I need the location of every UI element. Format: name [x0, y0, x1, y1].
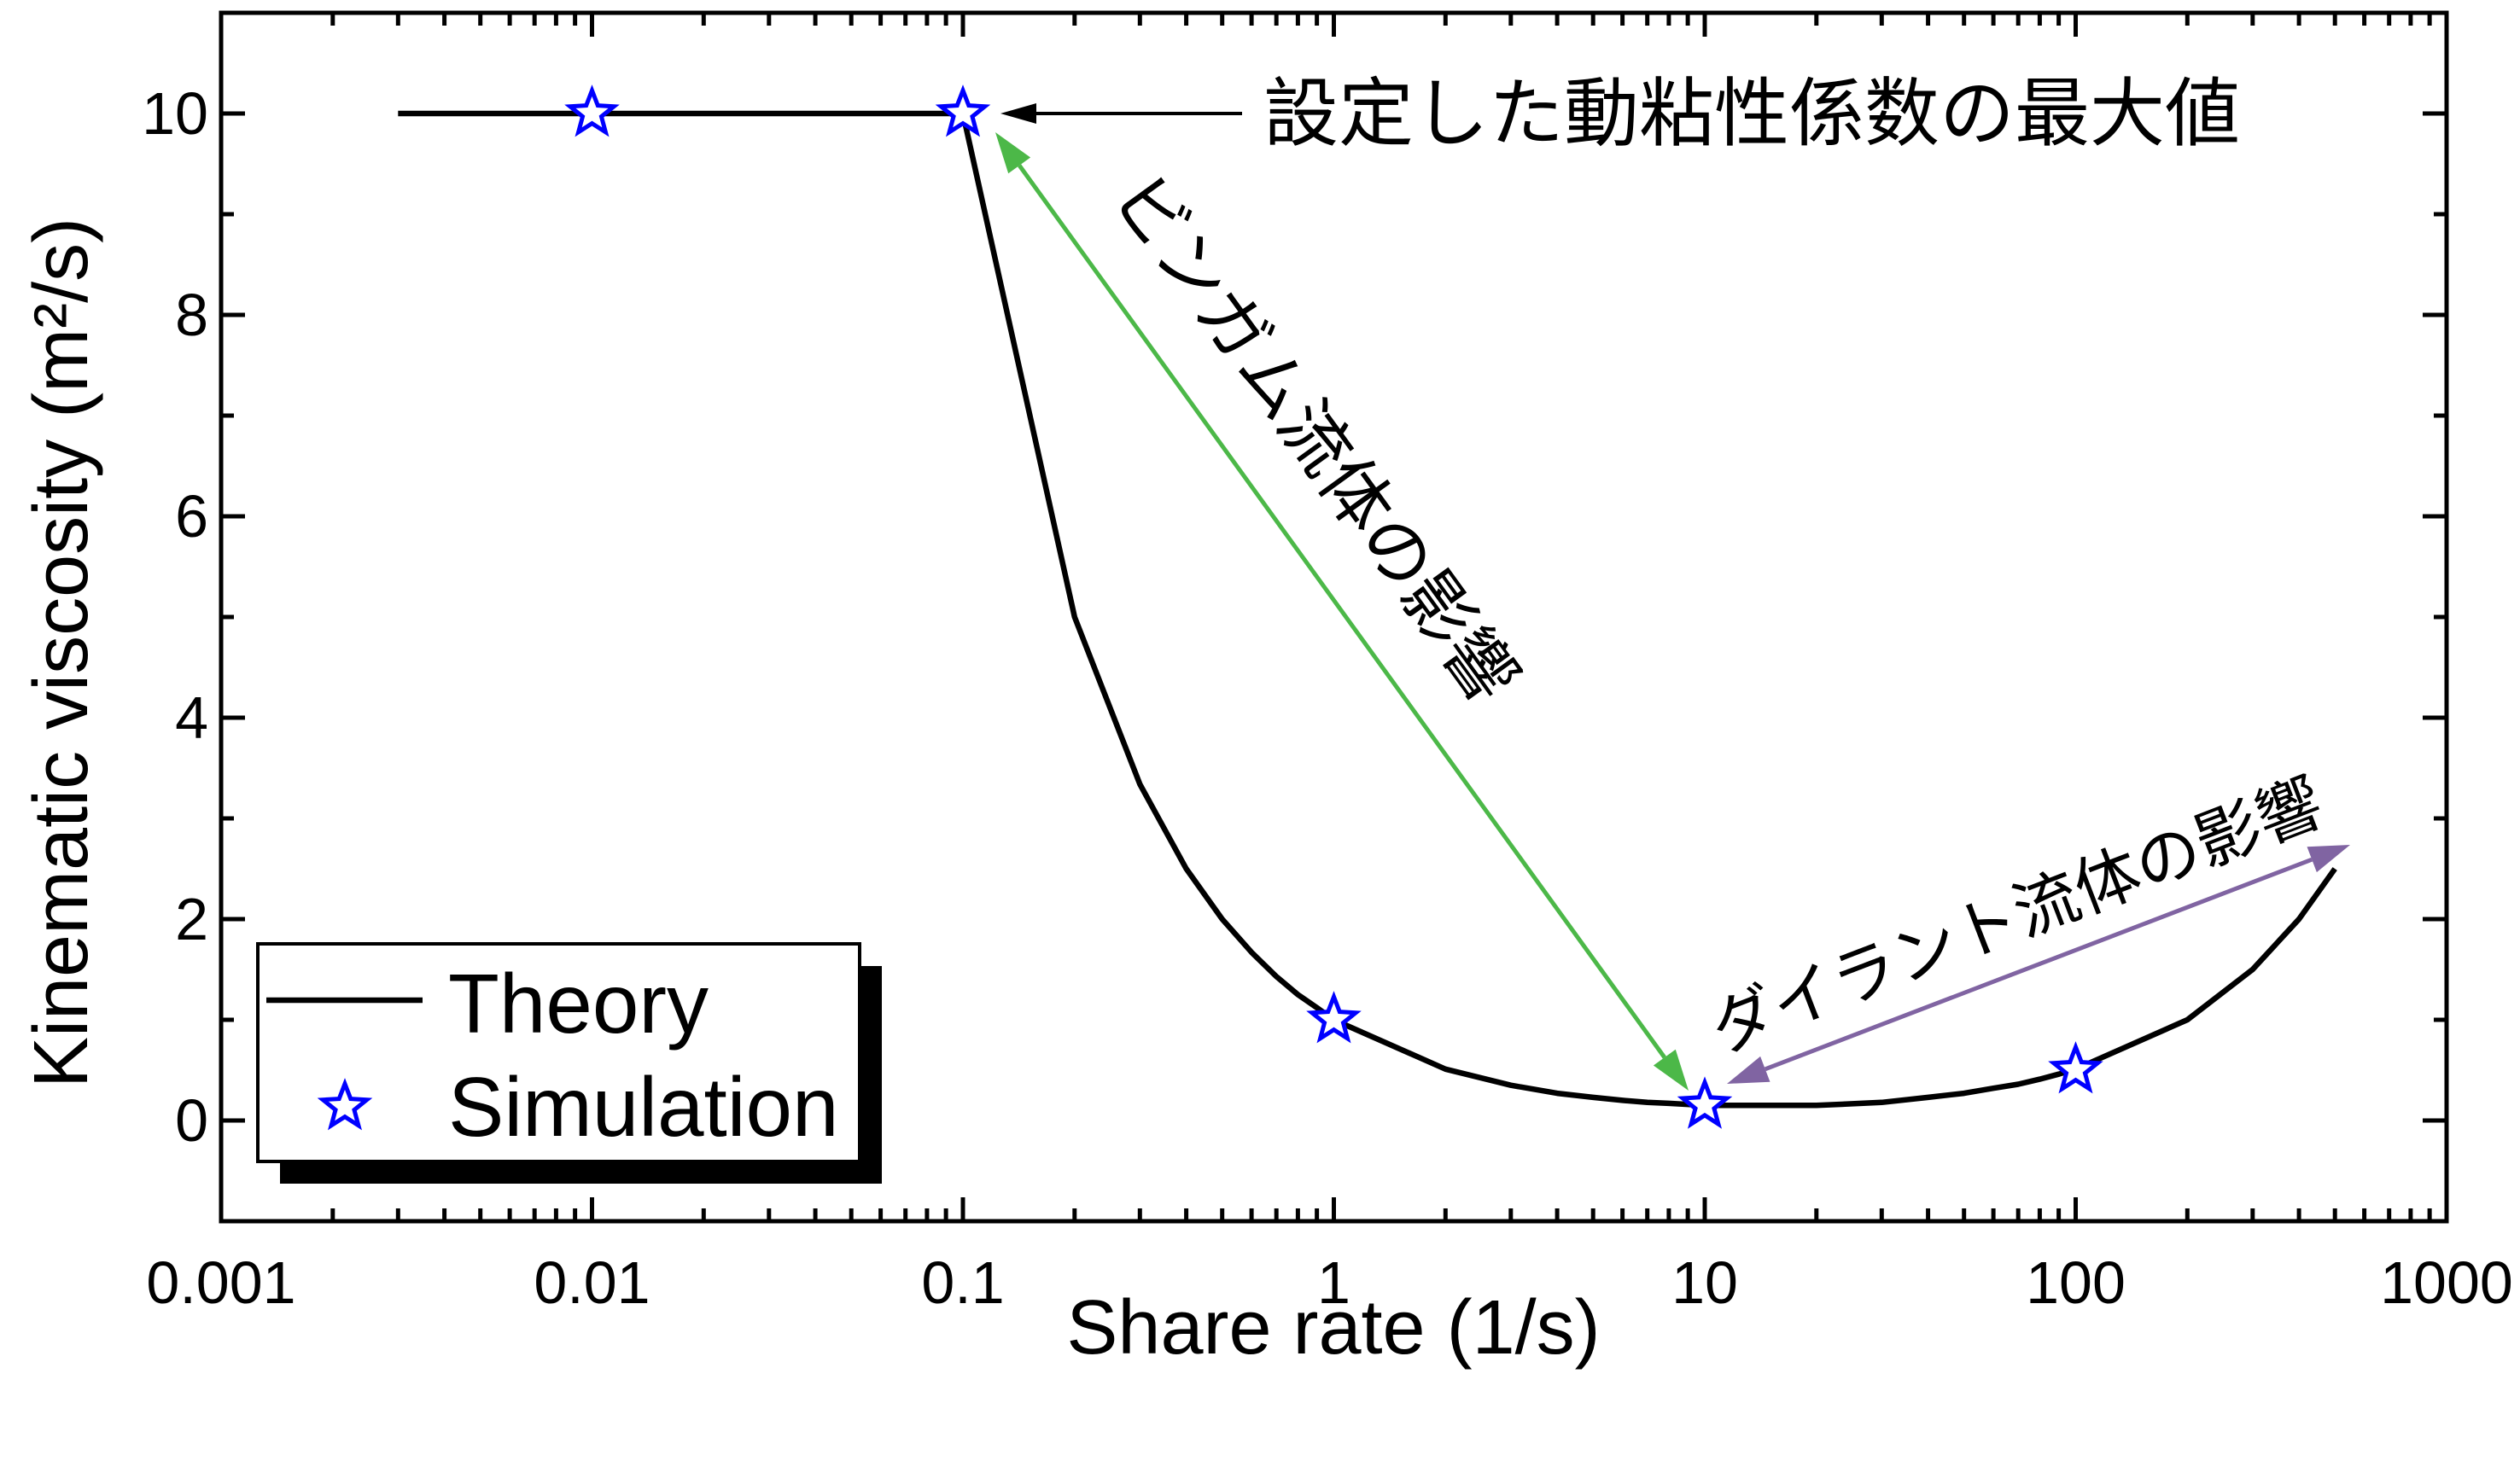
max-viscosity-label: 設定した動粘性係数の最大値	[1263, 70, 2240, 158]
x-tick-label: 100	[2026, 1249, 2126, 1316]
simulation-point	[1306, 991, 1362, 1044]
x-tick-label: 1	[1317, 1249, 1350, 1316]
x-tick-label: 0.1	[921, 1249, 1004, 1316]
axis-text: 0.001 0.01 0.1 1 10 100 1000 0 2 4 6 8 10 Share rate …	[19, 80, 2513, 1371]
y-tick-label: 0	[175, 1087, 208, 1154]
x-tick-label: 10	[1671, 1249, 1738, 1316]
bingham-label: ビンガム流体の影響	[1097, 160, 1532, 718]
y-tick-label: 8	[175, 282, 208, 348]
theory-line	[398, 110, 2337, 1109]
dilatant-arrow	[1727, 845, 2350, 1084]
simulation-point	[935, 84, 991, 137]
dilatant-arrow-head-start	[1727, 1056, 1770, 1084]
y-axis-label: Kinematic viscosity (m²/s)	[19, 218, 104, 1088]
dilatant-arrow-head-end	[2307, 845, 2350, 873]
x-tick-label: 0.001	[146, 1249, 295, 1316]
x-axis-label: Share rate (1/s)	[1066, 1285, 1600, 1371]
legend-label-theory: Theory	[448, 957, 709, 1051]
bingham-arrow-shaft	[1018, 164, 1666, 1059]
axes	[219, 10, 2449, 1224]
bingham-arrow-head-start	[995, 132, 1031, 174]
x-tick-label: 0.01	[534, 1249, 650, 1316]
bingham-arrow-head-end	[1653, 1049, 1689, 1091]
simulation-point	[2048, 1041, 2103, 1094]
y-tick-label: 10	[142, 80, 208, 147]
simulation-point	[1677, 1076, 1733, 1129]
y-tick-label: 6	[175, 483, 208, 550]
plot-data	[398, 84, 2337, 1129]
max-viscosity-annotation: 設定した動粘性係数の最大値	[1000, 70, 2240, 158]
y-tick-label: 2	[175, 886, 208, 952]
dilatant-label: ダイラント流体の影響	[1700, 764, 2332, 1067]
dilatant-arrow-shaft	[1764, 857, 2313, 1072]
max-viscosity-arrow-head	[1000, 103, 1036, 124]
legend-simulation-marker	[317, 1078, 373, 1131]
x-tick-label: 1000	[2380, 1249, 2513, 1316]
bingham-arrow	[995, 132, 1689, 1091]
simulation-point	[564, 84, 620, 137]
y-tick-label: 4	[175, 684, 208, 751]
legend-label-simulation: Simulation	[448, 1060, 839, 1154]
